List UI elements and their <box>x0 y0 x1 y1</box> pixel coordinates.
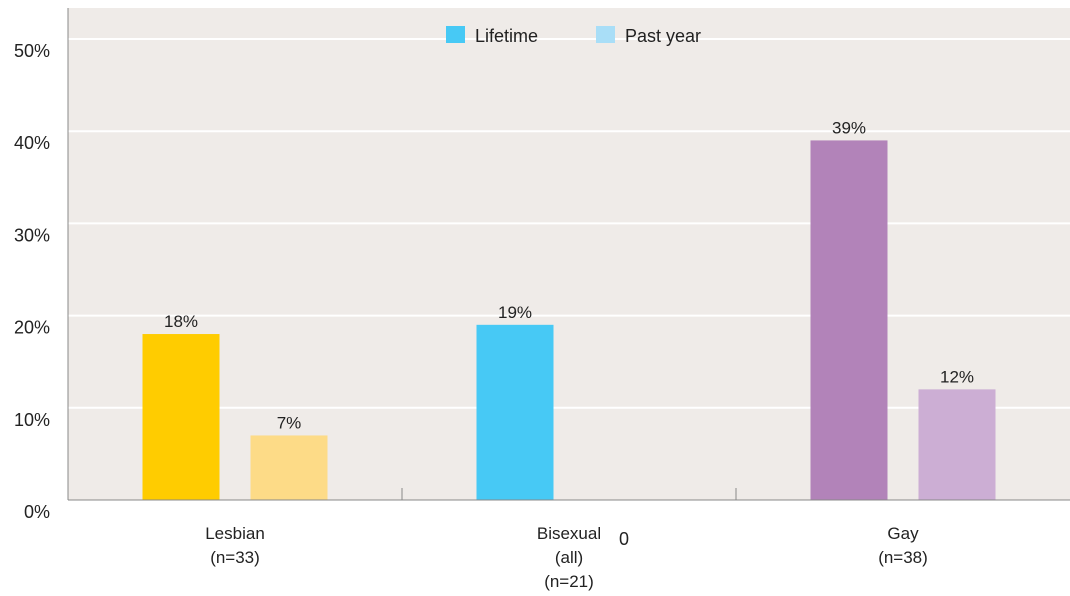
axes <box>67 8 1070 501</box>
gridlines <box>68 38 1070 409</box>
x-category-label: Bisexual <box>537 524 601 543</box>
legend: Lifetime Past year <box>446 26 701 46</box>
legend-swatch <box>446 26 465 43</box>
bar-value-label: 12% <box>940 367 974 386</box>
x-category-label: (n=38) <box>878 548 928 567</box>
x-axis-category-labels: Lesbian (n=33) Bisexual (all) (n=21) Gay (n=38… <box>205 524 928 591</box>
x-category-label: Lesbian <box>205 524 265 543</box>
legend-label: Lifetime <box>475 26 538 46</box>
x-category-label: Gay <box>887 524 919 543</box>
x-category-label: (n=21) <box>544 572 594 591</box>
bar <box>250 435 328 500</box>
x-category-label: (n=33) <box>210 548 260 567</box>
bar-value-label: 39% <box>832 118 866 137</box>
y-tick-label: 10% <box>14 410 50 430</box>
bar-value-labels: 18% 7% 19% 39% 12% 0 <box>164 118 974 549</box>
legend-label: Past year <box>625 26 701 46</box>
bar-value-label: 19% <box>498 303 532 322</box>
x-category-label: (all) <box>555 548 583 567</box>
bars <box>142 140 996 501</box>
y-tick-label: 30% <box>14 225 50 245</box>
bar <box>918 389 996 500</box>
bar <box>810 140 888 501</box>
y-tick-label: 40% <box>14 133 50 153</box>
bar-value-label: 18% <box>164 312 198 331</box>
y-tick-label: 20% <box>14 318 50 338</box>
bar <box>142 334 220 500</box>
bar <box>476 324 554 500</box>
bar-value-label: 0 <box>619 529 629 549</box>
legend-swatch <box>596 26 615 43</box>
y-tick-label: 0% <box>24 502 50 522</box>
y-axis-ticks: 0% 10% 20% 30% 40% 50% <box>14 41 50 522</box>
bar-value-label: 7% <box>277 413 302 432</box>
plot-background <box>68 8 1070 500</box>
y-tick-label: 50% <box>14 41 50 61</box>
